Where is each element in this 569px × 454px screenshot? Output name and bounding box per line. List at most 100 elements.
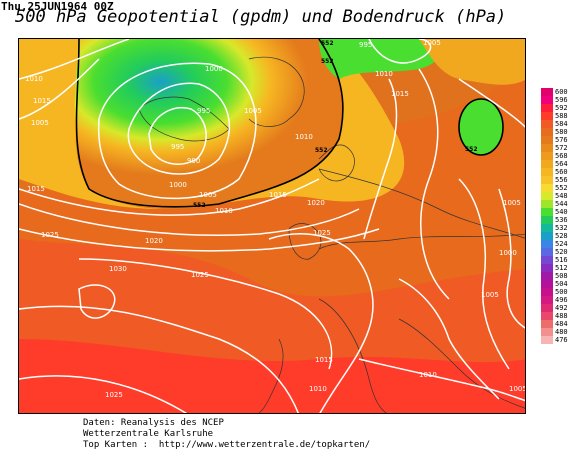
legend-label: 508 xyxy=(555,272,568,280)
legend-swatch xyxy=(541,296,553,304)
legend-swatch xyxy=(541,152,553,160)
legend-label: 588 xyxy=(555,112,568,120)
legend-swatch xyxy=(541,184,553,192)
legend-swatch xyxy=(541,312,553,320)
geopotential-label: 552 xyxy=(465,146,478,153)
legend-swatch xyxy=(541,128,553,136)
legend-label: 584 xyxy=(555,120,568,128)
legend-swatch xyxy=(541,176,553,184)
geopotential-label: 552 xyxy=(315,147,328,154)
legend-swatch xyxy=(541,248,553,256)
legend-swatch xyxy=(541,192,553,200)
pressure-label: 1015 xyxy=(27,185,45,193)
pressure-label: 1010 xyxy=(295,133,313,141)
legend-label: 496 xyxy=(555,296,568,304)
legend-swatch xyxy=(541,224,553,232)
map-canvas: 1010 1015 1005 1000 995 990 995 1005 101… xyxy=(19,39,526,413)
pressure-label: 995 xyxy=(171,143,184,151)
pressure-labels: 1010 1015 1005 1000 995 990 995 1005 101… xyxy=(25,39,526,399)
geopotential-labels: 552 552 552 552 552 xyxy=(193,40,478,209)
geopotential-label: 552 xyxy=(321,40,334,47)
legend-label: 520 xyxy=(555,248,568,256)
legend-label: 532 xyxy=(555,224,568,232)
legend-label: 548 xyxy=(555,192,568,200)
legend-swatch xyxy=(541,232,553,240)
hot-south-field xyxy=(19,339,525,413)
legend-label: 572 xyxy=(555,144,568,152)
legend-label: 544 xyxy=(555,200,568,208)
legend-swatch xyxy=(541,280,553,288)
pressure-label: 1005 xyxy=(509,385,526,393)
date-label: Thu,25JUN1964 00Z xyxy=(1,0,114,13)
credits-line-data: Daten: Reanalysis des NCEP xyxy=(83,418,224,428)
legend-label: 576 xyxy=(555,136,568,144)
geopotential-contour-east xyxy=(458,98,504,156)
legend-swatch xyxy=(541,272,553,280)
pressure-label: 1000 xyxy=(205,65,223,73)
legend-label: 492 xyxy=(555,304,568,312)
legend-label: 536 xyxy=(555,216,568,224)
pressure-label: 1020 xyxy=(307,199,325,207)
legend-swatch xyxy=(541,160,553,168)
credits-line-link[interactable]: Top Karten : http://www.wetterzentrale.d… xyxy=(83,440,371,450)
legend-label: 476 xyxy=(555,336,568,344)
legend-label: 564 xyxy=(555,160,568,168)
pressure-label: 1005 xyxy=(423,39,441,47)
isobars xyxy=(19,39,525,413)
east-green-area xyxy=(459,99,503,155)
map-title: 500 hPa Geopotential (gpdm) und Bodendru… xyxy=(15,7,507,27)
pressure-label: 1010 xyxy=(215,207,233,215)
legend-label: 600 xyxy=(555,88,568,96)
legend-label: 516 xyxy=(555,256,568,264)
legend-swatch xyxy=(541,304,553,312)
coastlines xyxy=(138,56,525,413)
legend-swatch xyxy=(541,264,553,272)
pressure-label: 1005 xyxy=(503,199,521,207)
geopotential-label: 552 xyxy=(321,58,334,65)
pressure-label: 1025 xyxy=(41,231,59,239)
pressure-label: 1015 xyxy=(391,90,409,98)
legend-label: 524 xyxy=(555,240,568,248)
credits-line-org: Wetterzentrale Karlsruhe xyxy=(83,429,214,439)
pressure-label: 1010 xyxy=(309,385,327,393)
legend-swatch xyxy=(541,320,553,328)
legend-label: 484 xyxy=(555,320,568,328)
pressure-label: 1010 xyxy=(25,75,43,83)
pressure-label: 1025 xyxy=(313,229,331,237)
legend-label: 488 xyxy=(555,312,568,320)
legend-swatch xyxy=(541,88,553,96)
pressure-label: 1030 xyxy=(109,265,127,273)
legend-swatch xyxy=(541,120,553,128)
legend-swatch xyxy=(541,168,553,176)
pressure-label: 1005 xyxy=(199,191,217,199)
pressure-label: 1025 xyxy=(191,271,209,279)
pressure-label: 1000 xyxy=(169,181,187,189)
legend-swatch xyxy=(541,240,553,248)
weather-map: 1010 1015 1005 1000 995 990 995 1005 101… xyxy=(18,38,526,414)
legend-swatch xyxy=(541,112,553,120)
pressure-label: 1005 xyxy=(31,119,49,127)
pressure-label: 1005 xyxy=(481,291,499,299)
legend-label: 504 xyxy=(555,280,568,288)
legend-swatch xyxy=(541,256,553,264)
legend-label: 528 xyxy=(555,232,568,240)
pressure-label: 1020 xyxy=(145,237,163,245)
pressure-label: 1005 xyxy=(244,107,262,115)
pressure-label: 1015 xyxy=(33,97,51,105)
legend-swatch xyxy=(541,104,553,112)
legend-label: 500 xyxy=(555,288,568,296)
legend-swatch xyxy=(541,144,553,152)
legend-swatch xyxy=(541,208,553,216)
pressure-label: 1010 xyxy=(375,70,393,78)
legend-label: 592 xyxy=(555,104,568,112)
legend-label: 568 xyxy=(555,152,568,160)
legend-label: 540 xyxy=(555,208,568,216)
pressure-label: 1010 xyxy=(419,371,437,379)
pressure-label: 1000 xyxy=(499,249,517,257)
pressure-label: 1015 xyxy=(269,191,287,199)
legend-label: 596 xyxy=(555,96,568,104)
legend-swatch xyxy=(541,200,553,208)
legend-label: 556 xyxy=(555,176,568,184)
geopotential-label: 552 xyxy=(193,202,206,209)
credits: Daten: Reanalysis des NCEP Wetterzentral… xyxy=(83,418,370,451)
